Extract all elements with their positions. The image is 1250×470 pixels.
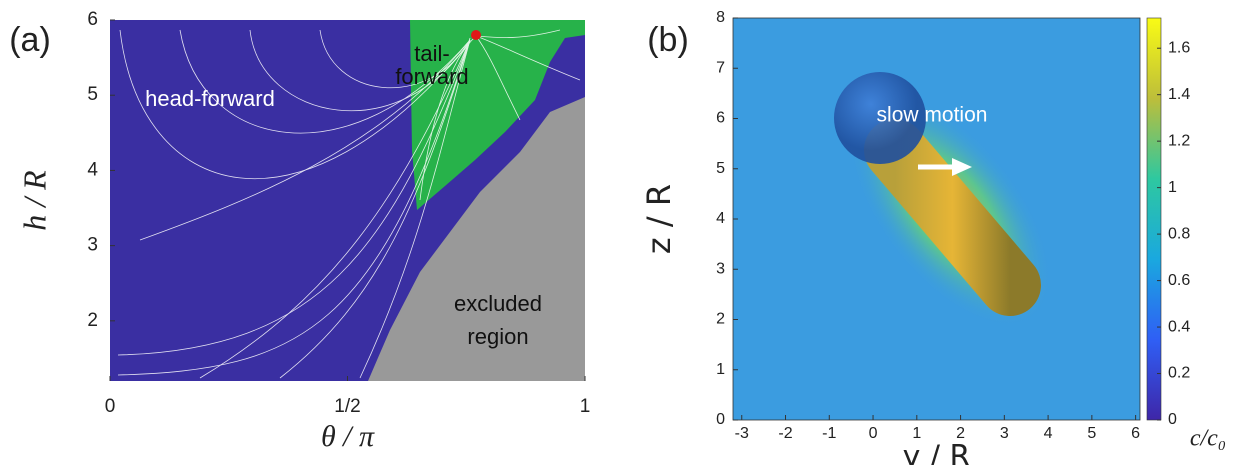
x-tick-label: 3 (1000, 425, 1009, 442)
annotation: excluded (454, 291, 542, 316)
annotation: slow motion (877, 104, 988, 127)
y-tick-label: 6 (716, 110, 725, 127)
colorbar-tick-label: 0.4 (1168, 318, 1190, 335)
annotation: tail- (414, 41, 449, 66)
y-tick-label: 8 (716, 9, 725, 26)
y-tick-label: 2 (87, 310, 98, 331)
y-tick-label: 5 (716, 160, 725, 177)
colorbar-tick-label: 0.2 (1168, 365, 1190, 382)
annotation: region (467, 324, 528, 349)
panel-label: (a) (9, 21, 51, 59)
x-tick-label: 1/2 (334, 396, 360, 417)
colorbar-label: c/c₀ (1190, 426, 1226, 452)
y-tick-label: 4 (87, 159, 98, 180)
y-tick-label: 7 (716, 59, 725, 76)
colorbar-tick-label: 1 (1168, 179, 1177, 196)
y-tick-label: 6 (87, 9, 98, 30)
panel-b-background (733, 18, 1161, 420)
x-axis-label: θ / π (321, 420, 375, 453)
y-tick-label: 5 (87, 84, 98, 105)
colorbar-tick-label: 0 (1168, 411, 1177, 428)
x-tick-label: -1 (822, 425, 836, 442)
panel-label: (b) (647, 21, 689, 59)
x-tick-label: 6 (1131, 425, 1140, 442)
x-tick-label: 0 (869, 425, 878, 442)
y-tick-label: 0 (716, 411, 725, 428)
x-axis-label: y / R (903, 440, 971, 466)
x-tick-label: -3 (735, 425, 749, 442)
y-tick-label: 3 (87, 235, 98, 256)
y-tick-label: 4 (716, 210, 725, 227)
figure: (a) 0 1/2 1 2 3 4 5 6 θ / π h / R head-forward tail-… (0, 0, 1250, 465)
x-tick-label: 1 (580, 396, 591, 417)
annotation: forward (395, 64, 468, 89)
annotation: head-forward (145, 86, 275, 111)
colorbar-tick-label: 1.4 (1168, 86, 1190, 103)
colorbar-tick-label: 0.6 (1168, 272, 1190, 289)
colorbar-tick-label: 1.2 (1168, 132, 1190, 149)
y-tick-label: 1 (716, 361, 725, 378)
colorbar-tick-label: 1.6 (1168, 39, 1190, 56)
y-axis-label: h / R (16, 170, 52, 231)
y-tick-label: 2 (716, 311, 725, 328)
x-tick-label: 0 (105, 396, 116, 417)
y-axis-label: z / R (640, 184, 678, 254)
x-tick-label: 4 (1044, 425, 1053, 442)
y-tick-label: 3 (716, 260, 725, 277)
colorbar-tick-label: 0.8 (1168, 225, 1190, 242)
x-tick-label: 5 (1087, 425, 1096, 442)
x-tick-label: -2 (778, 425, 792, 442)
